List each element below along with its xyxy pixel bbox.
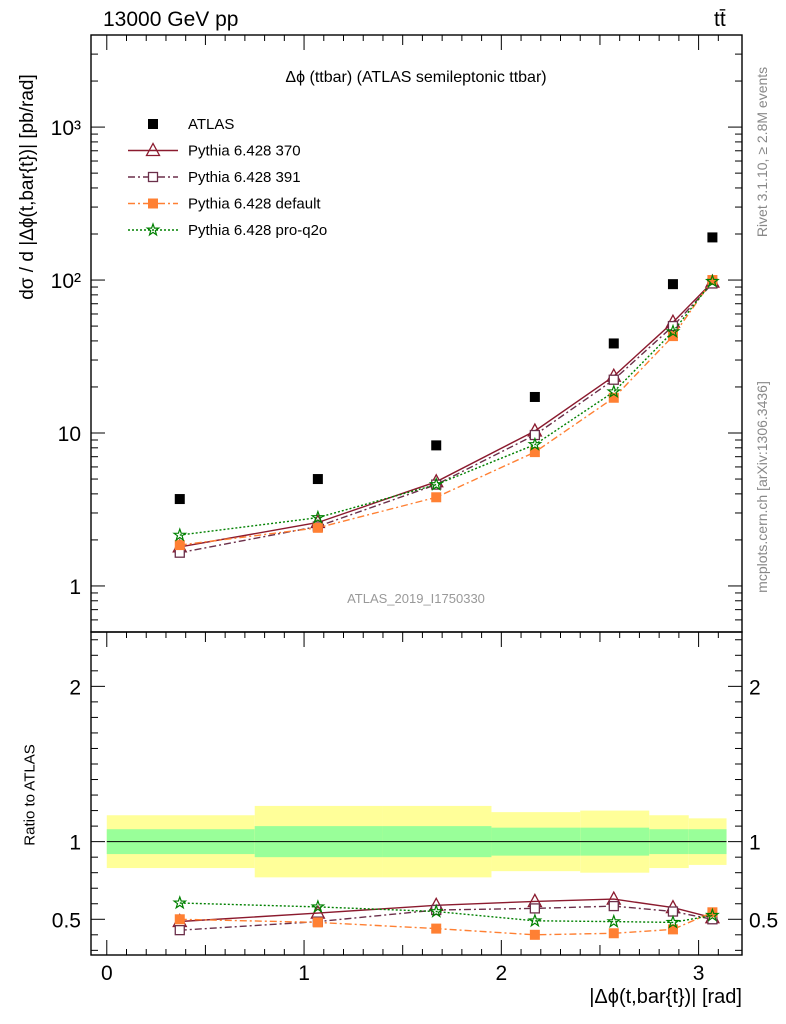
main-point-4-0	[172, 527, 188, 542]
ratio-frame	[90, 631, 743, 956]
main-point-4-1	[310, 509, 326, 524]
main-series-1	[172, 273, 721, 553]
legend-marker-4	[145, 222, 161, 237]
ratio-ytick-label-r-2: 2	[749, 676, 761, 699]
main-point-0-5	[667, 279, 678, 290]
main-point-0-4	[608, 338, 619, 349]
main-point-3-4	[608, 392, 619, 403]
x-tick-label-2: 2	[495, 962, 507, 985]
ratio-point-1-5	[667, 906, 679, 917]
ratio-point-0-1	[310, 904, 326, 919]
ratio-point-2-4	[608, 928, 619, 939]
main-series-0	[174, 232, 718, 505]
ratio-point-2-6	[707, 907, 718, 918]
ratio-ytick-label-1: 1	[69, 832, 81, 855]
ratio-point-2-5	[667, 924, 678, 935]
main-series-4	[172, 273, 720, 542]
ratio-line-0	[179, 898, 713, 923]
ratio-line-2	[179, 911, 713, 936]
ratio-series-3	[172, 895, 720, 929]
ratio-point-2-3	[529, 929, 540, 940]
main-ytick-label-3: 10³	[51, 117, 81, 140]
main-point-2-4	[608, 374, 619, 385]
ratio-point-1-4	[608, 900, 619, 912]
ratio-point-3-0	[172, 895, 188, 910]
legend-label-1: Pythia 6.428 370	[188, 143, 301, 160]
ratio-line-1	[179, 905, 713, 931]
ratio-point-3-2	[428, 903, 444, 918]
plot-title: Δϕ (ttbar) (ATLAS semileptonic ttbar)	[285, 69, 547, 86]
main-point-4-4	[606, 383, 622, 399]
ratio-point-2-2	[431, 923, 442, 934]
main-point-3-5	[667, 331, 678, 342]
main-ytick-label-1: 10	[58, 423, 81, 446]
legend-label-2: Pythia 6.428 391	[188, 169, 301, 186]
ratio-uncertainty-bands	[106, 805, 727, 878]
ratio-ytick-label-2: 2	[69, 676, 81, 699]
main-point-0-0	[174, 494, 185, 505]
main-series-2	[174, 278, 718, 558]
legend: ATLAS Pythia 6.428 370 Pythia 6.428 391 Pyt…	[128, 116, 327, 239]
ratio-series-layer	[172, 890, 721, 940]
ratio-series-2	[174, 907, 718, 940]
process-label: tt̄	[714, 8, 726, 31]
main-point-0-1	[312, 474, 323, 485]
x-tick-label-0: 0	[101, 962, 113, 985]
ratio-point-1-3	[529, 903, 541, 914]
main-point-4-6	[704, 273, 720, 288]
ratio-point-3-1	[310, 899, 326, 914]
ratio-ytick-label-r-1: 1	[749, 832, 761, 855]
legend-marker-1	[145, 142, 161, 157]
main-series-layer	[172, 232, 721, 558]
ratio-point-3-4	[606, 913, 622, 928]
main-ytick-label-0: 1	[69, 576, 81, 599]
main-point-3-1	[312, 522, 323, 533]
ratio-point-2-1	[312, 917, 323, 928]
main-point-4-3	[527, 436, 543, 451]
ratio-line-3	[179, 902, 713, 924]
main-point-3-6	[707, 275, 718, 286]
legend-label-0: ATLAS	[188, 116, 234, 133]
legend-label-4: Pythia 6.428 pro-q2o	[188, 222, 327, 239]
main-point-0-6	[707, 232, 718, 243]
main-line-3	[179, 279, 713, 546]
x-tick-label-1: 1	[298, 962, 310, 985]
main-point-3-2	[431, 492, 442, 503]
energy-label: 13000 GeV pp	[103, 8, 239, 31]
main-point-0-2	[431, 440, 442, 451]
legend-marker-3	[148, 198, 158, 209]
legend-label-3: Pythia 6.428 default	[188, 196, 321, 213]
main-point-0-3	[529, 391, 540, 402]
main-point-3-3	[529, 447, 540, 458]
ratio-ytick-label-r-0: 0.5	[749, 909, 778, 932]
analysis-label: ATLAS_2019_I1750330	[347, 591, 485, 606]
ratio-ytick-label-0: 0.5	[52, 909, 81, 932]
ratio-point-3-5	[665, 914, 681, 929]
main-ytick-label-2: 10²	[51, 270, 81, 293]
main-series-3	[174, 275, 718, 551]
main-point-4-5	[665, 323, 681, 339]
legend-marker-0	[148, 119, 158, 129]
main-point-4-2	[428, 476, 444, 491]
legend-marker-2	[147, 171, 159, 183]
ratio-point-3-3	[527, 912, 543, 928]
ratio-point-3-6	[704, 907, 720, 922]
main-point-3-0	[174, 540, 185, 551]
main-line-2	[179, 283, 713, 554]
x-axis-label: |Δϕ(t,bar{t})| [rad]	[589, 986, 742, 1008]
main-line-4	[179, 280, 713, 536]
axes-frames: 1 10 10² 10³ 0 1 2 3 0.5 0.5 1 1 2 2	[51, 34, 778, 985]
ratio-point-2-0	[174, 914, 185, 925]
ratio-point-1-0	[174, 925, 185, 936]
x-tick-label-3: 3	[693, 962, 705, 985]
main-line-1	[179, 281, 713, 548]
